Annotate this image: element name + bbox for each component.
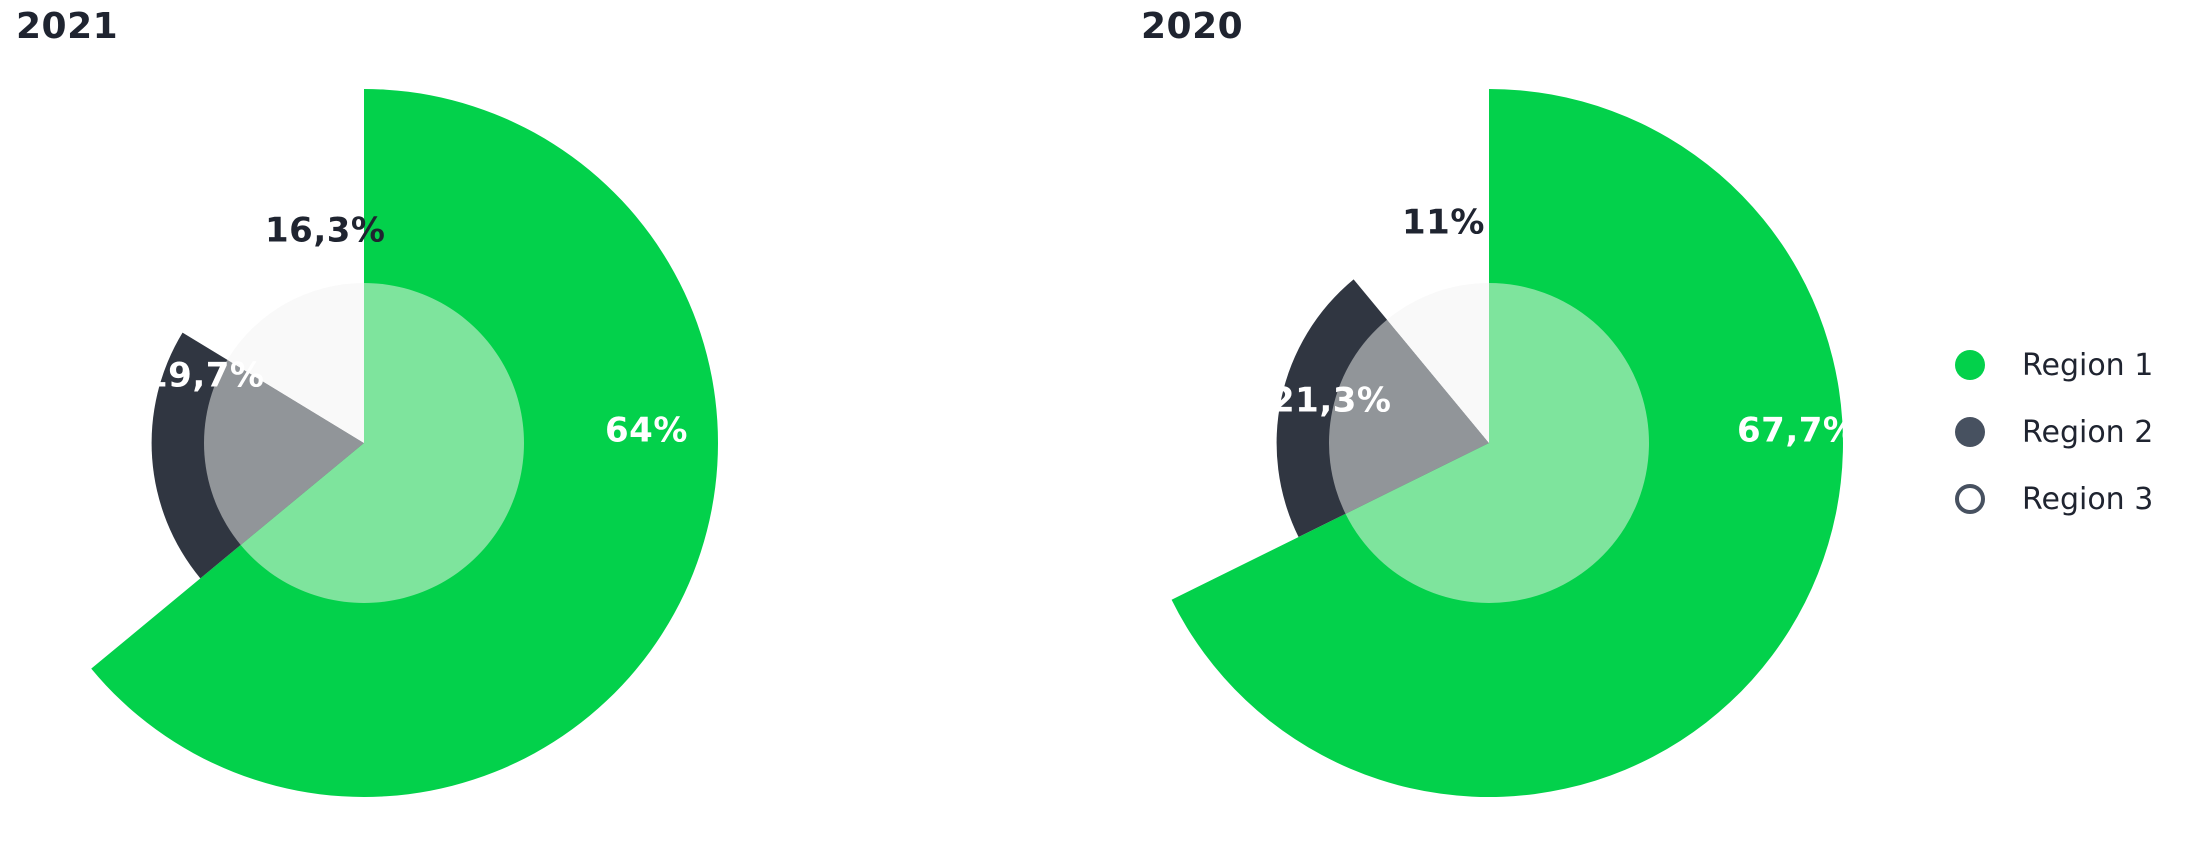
rose-pie-chart: 67,7% 21,3% 11% [1171, 89, 1857, 797]
pie-slice-core-region-1 [240, 283, 525, 603]
legend-item-region-1: Region 1 [1955, 345, 2153, 385]
chart-panel-2020: 2020 67,7% 21,3% 11% [1125, 0, 1885, 866]
chart-panel-2021: 2021 64% 19,7% 16,3% [0, 0, 760, 866]
legend-marker-filled-circle [1955, 417, 1985, 447]
legend-label: Region 3 [2022, 481, 2154, 517]
pie-slice-core-region-3 [1387, 283, 1489, 443]
chart-title: 2020 [1141, 6, 1244, 47]
labels-layer: 64% 19,7% 16,3% [144, 211, 688, 451]
pie-slice-core-region-3 [227, 283, 364, 443]
pie-slice-core-region-2 [204, 359, 364, 545]
legend-item-region-3: Region 3 [1955, 479, 2153, 519]
legend-marker-filled-circle [1955, 350, 1985, 380]
rose-pie-chart: 64% 19,7% 16,3% [91, 89, 719, 797]
data-label: 19,7% [144, 356, 264, 396]
inner-core-layer [1329, 283, 1650, 604]
data-label: 21,3% [1271, 381, 1391, 421]
pie-slice-core-region-1 [1345, 283, 1650, 604]
data-label: 64% [605, 411, 688, 451]
data-label: 16,3% [265, 211, 385, 251]
data-label: 67,7% [1737, 411, 1857, 451]
legend-marker-outline-circle [1955, 484, 1985, 514]
legend-label: Region 1 [2022, 347, 2154, 383]
inner-core-layer [204, 283, 525, 603]
data-label: 11% [1402, 203, 1485, 243]
chart-title: 2021 [16, 6, 119, 47]
legend-label: Region 2 [2022, 414, 2154, 450]
pie-slice-core-region-2 [1329, 319, 1489, 514]
labels-layer: 67,7% 21,3% 11% [1271, 203, 1857, 451]
legend-item-region-2: Region 2 [1955, 412, 2153, 452]
